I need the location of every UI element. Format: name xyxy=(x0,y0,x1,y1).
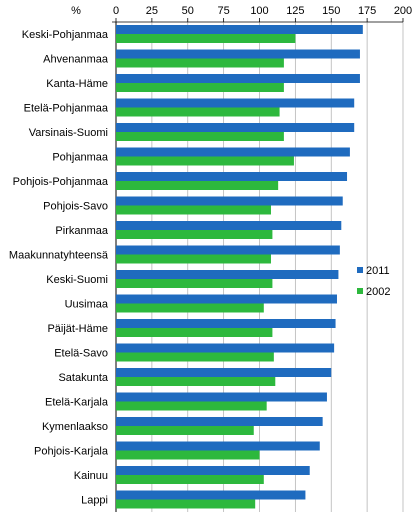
bars xyxy=(116,25,363,509)
x-tick-label: 75 xyxy=(218,5,230,17)
category-label: Ahvenanmaa xyxy=(43,54,109,66)
bar-2002-9 xyxy=(116,254,271,264)
bar-2011-7 xyxy=(116,196,343,206)
category-label: Kanta-Häme xyxy=(46,78,108,90)
category-label: Uusimaa xyxy=(65,299,109,311)
bar-2011-14 xyxy=(116,368,332,377)
bar-2002-19 xyxy=(116,499,256,509)
category-label: Kainuu xyxy=(74,470,108,482)
legend-label-2011: 2011 xyxy=(366,265,390,277)
category-label: Keski-Suomi xyxy=(46,274,108,286)
bar-2002-10 xyxy=(116,279,273,288)
category-label: Pohjanmaa xyxy=(52,152,109,164)
category-label: Varsinais-Suomi xyxy=(29,127,108,139)
legend-swatch-2011 xyxy=(357,267,363,273)
bar-2002-3 xyxy=(116,107,280,117)
x-tick-label: 150 xyxy=(322,5,340,17)
bar-2011-4 xyxy=(116,123,355,132)
bar-2011-17 xyxy=(116,441,320,451)
category-label: Maakunnatyhteensä xyxy=(9,250,109,262)
x-tick-label: 175 xyxy=(358,5,376,17)
category-label: Lappi xyxy=(81,495,108,507)
legend-label-2002: 2002 xyxy=(366,286,390,298)
x-tick-label: 50 xyxy=(182,5,194,17)
bar-2002-6 xyxy=(116,181,279,190)
bar-2011-9 xyxy=(116,245,340,255)
bar-2002-5 xyxy=(116,156,294,166)
bar-2002-16 xyxy=(116,426,254,435)
category-label: Etelä-Karjala xyxy=(45,397,109,409)
bar-2002-14 xyxy=(116,377,276,386)
bar-2011-12 xyxy=(116,319,336,328)
x-tick-label: 0 xyxy=(113,5,119,17)
legend: 2011 2002 xyxy=(357,265,390,298)
category-label: Satakunta xyxy=(58,372,108,384)
bar-2002-17 xyxy=(116,450,260,460)
x-tick-label: 125 xyxy=(286,5,304,17)
bar-2002-2 xyxy=(116,83,284,92)
bar-2002-12 xyxy=(116,328,273,337)
bar-2011-1 xyxy=(116,49,360,59)
category-label: Pohjois-Pohjanmaa xyxy=(13,176,109,188)
bar-2002-1 xyxy=(116,58,284,68)
bar-2002-11 xyxy=(116,303,264,313)
bar-2002-15 xyxy=(116,401,267,411)
x-axis-ticks: 0 25 50 75 100 125 150 175 200 xyxy=(112,5,412,23)
category-label: Kymenlaakso xyxy=(42,421,108,433)
bar-2011-16 xyxy=(116,417,323,426)
category-label: Etelä-Pohjanmaa xyxy=(24,103,109,115)
bar-2002-13 xyxy=(116,352,274,362)
bar-2002-8 xyxy=(116,230,273,239)
x-tick-label: 200 xyxy=(394,5,412,17)
category-label: Keski-Pohjanmaa xyxy=(22,29,109,41)
bar-2011-5 xyxy=(116,147,350,157)
category-label: Pohjois-Karjala xyxy=(34,446,109,458)
bar-2011-2 xyxy=(116,74,360,83)
bar-2002-7 xyxy=(116,205,271,215)
bar-2011-0 xyxy=(116,25,363,34)
x-tick-label: 25 xyxy=(146,5,158,17)
bar-2002-0 xyxy=(116,34,296,43)
bar-2002-4 xyxy=(116,132,284,141)
unit-label: % xyxy=(71,5,81,17)
category-label: Etelä-Savo xyxy=(54,348,108,360)
category-label: Pohjois-Savo xyxy=(43,201,108,213)
category-labels: Keski-Pohjanmaa Ahvenanmaa Kanta-Häme Etelä… xyxy=(9,29,109,507)
category-label: Päijät-Häme xyxy=(47,323,108,335)
x-tick-label: 100 xyxy=(250,5,268,17)
bar-2011-11 xyxy=(116,294,337,304)
bar-2011-13 xyxy=(116,343,335,353)
bar-2011-3 xyxy=(116,98,355,108)
category-label: Pirkanmaa xyxy=(55,225,108,237)
bar-2011-15 xyxy=(116,392,327,402)
bar-2011-18 xyxy=(116,466,310,475)
legend-swatch-2002 xyxy=(357,288,363,294)
bar-2011-10 xyxy=(116,270,339,279)
bar-2002-18 xyxy=(116,475,264,484)
bar-2011-19 xyxy=(116,490,306,500)
bar-2011-8 xyxy=(116,221,342,230)
bar-2011-6 xyxy=(116,172,348,181)
